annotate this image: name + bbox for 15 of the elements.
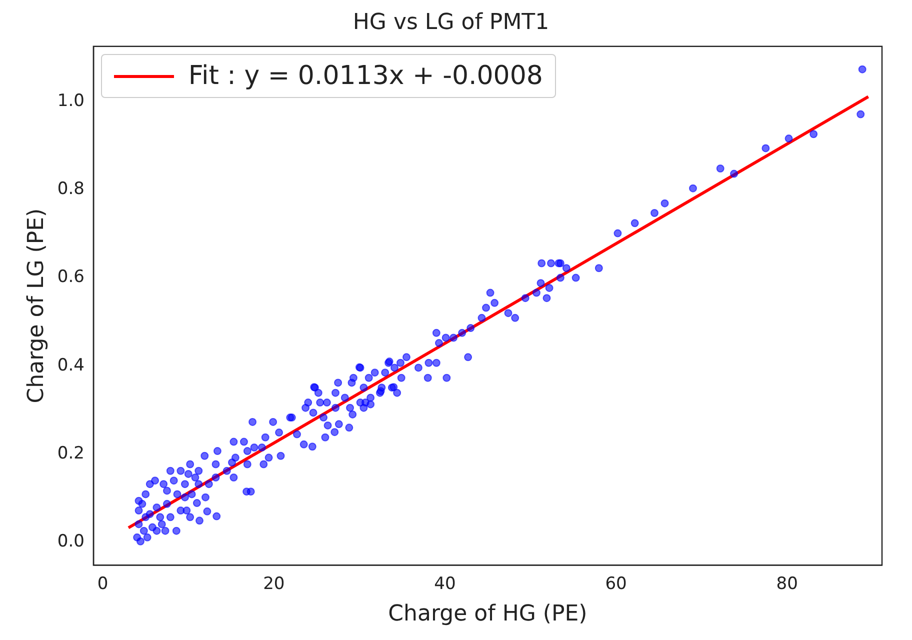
- y-axis-title: Charge of LG (PE): [24, 208, 49, 404]
- x-tick-label: 0: [97, 574, 108, 594]
- y-tick-label: 1.0: [57, 90, 84, 111]
- y-tick-label: 0.0: [57, 532, 84, 552]
- x-tick-label: 60: [605, 574, 627, 594]
- y-tick-label: 0.4: [57, 355, 84, 376]
- x-tick-label: 80: [776, 574, 798, 594]
- x-tick-label: 20: [263, 574, 285, 594]
- y-tick-label: 0.2: [57, 444, 84, 464]
- y-tick-label: 0.6: [57, 267, 84, 288]
- legend-label: Fit : y = 0.0113x + -0.0008: [188, 61, 543, 92]
- chart-title: HG vs LG of PMT1: [352, 10, 550, 35]
- x-axis-title: Charge of HG (PE): [388, 602, 588, 627]
- x-tick-label: 40: [434, 574, 456, 594]
- y-tick-label: 0.8: [57, 179, 84, 200]
